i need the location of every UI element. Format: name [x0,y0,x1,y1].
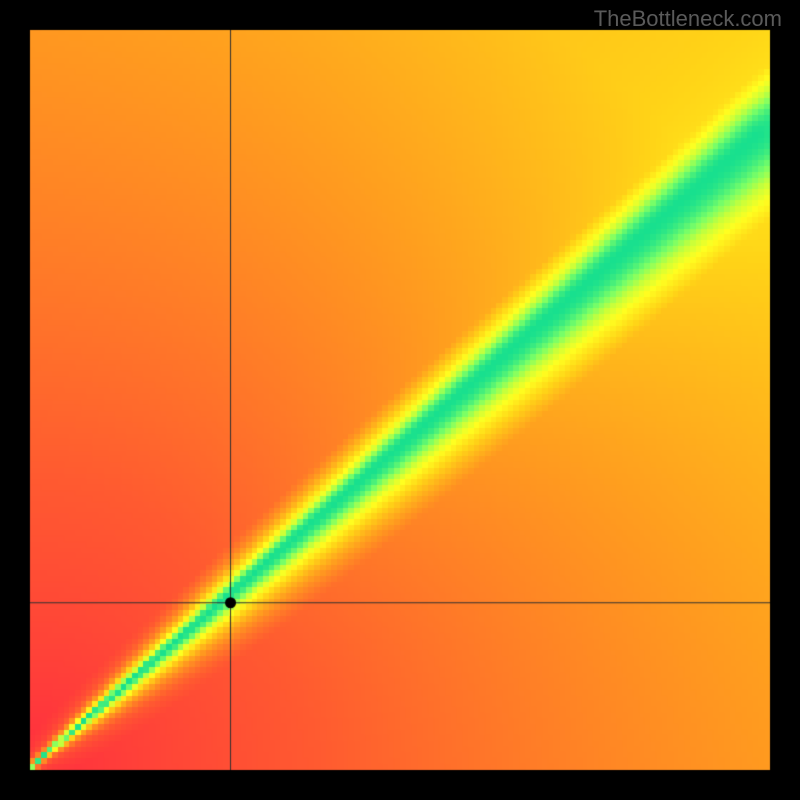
watermark: TheBottleneck.com [594,6,782,32]
heatmap-canvas [0,0,800,800]
bottleneck-heatmap [0,0,800,800]
